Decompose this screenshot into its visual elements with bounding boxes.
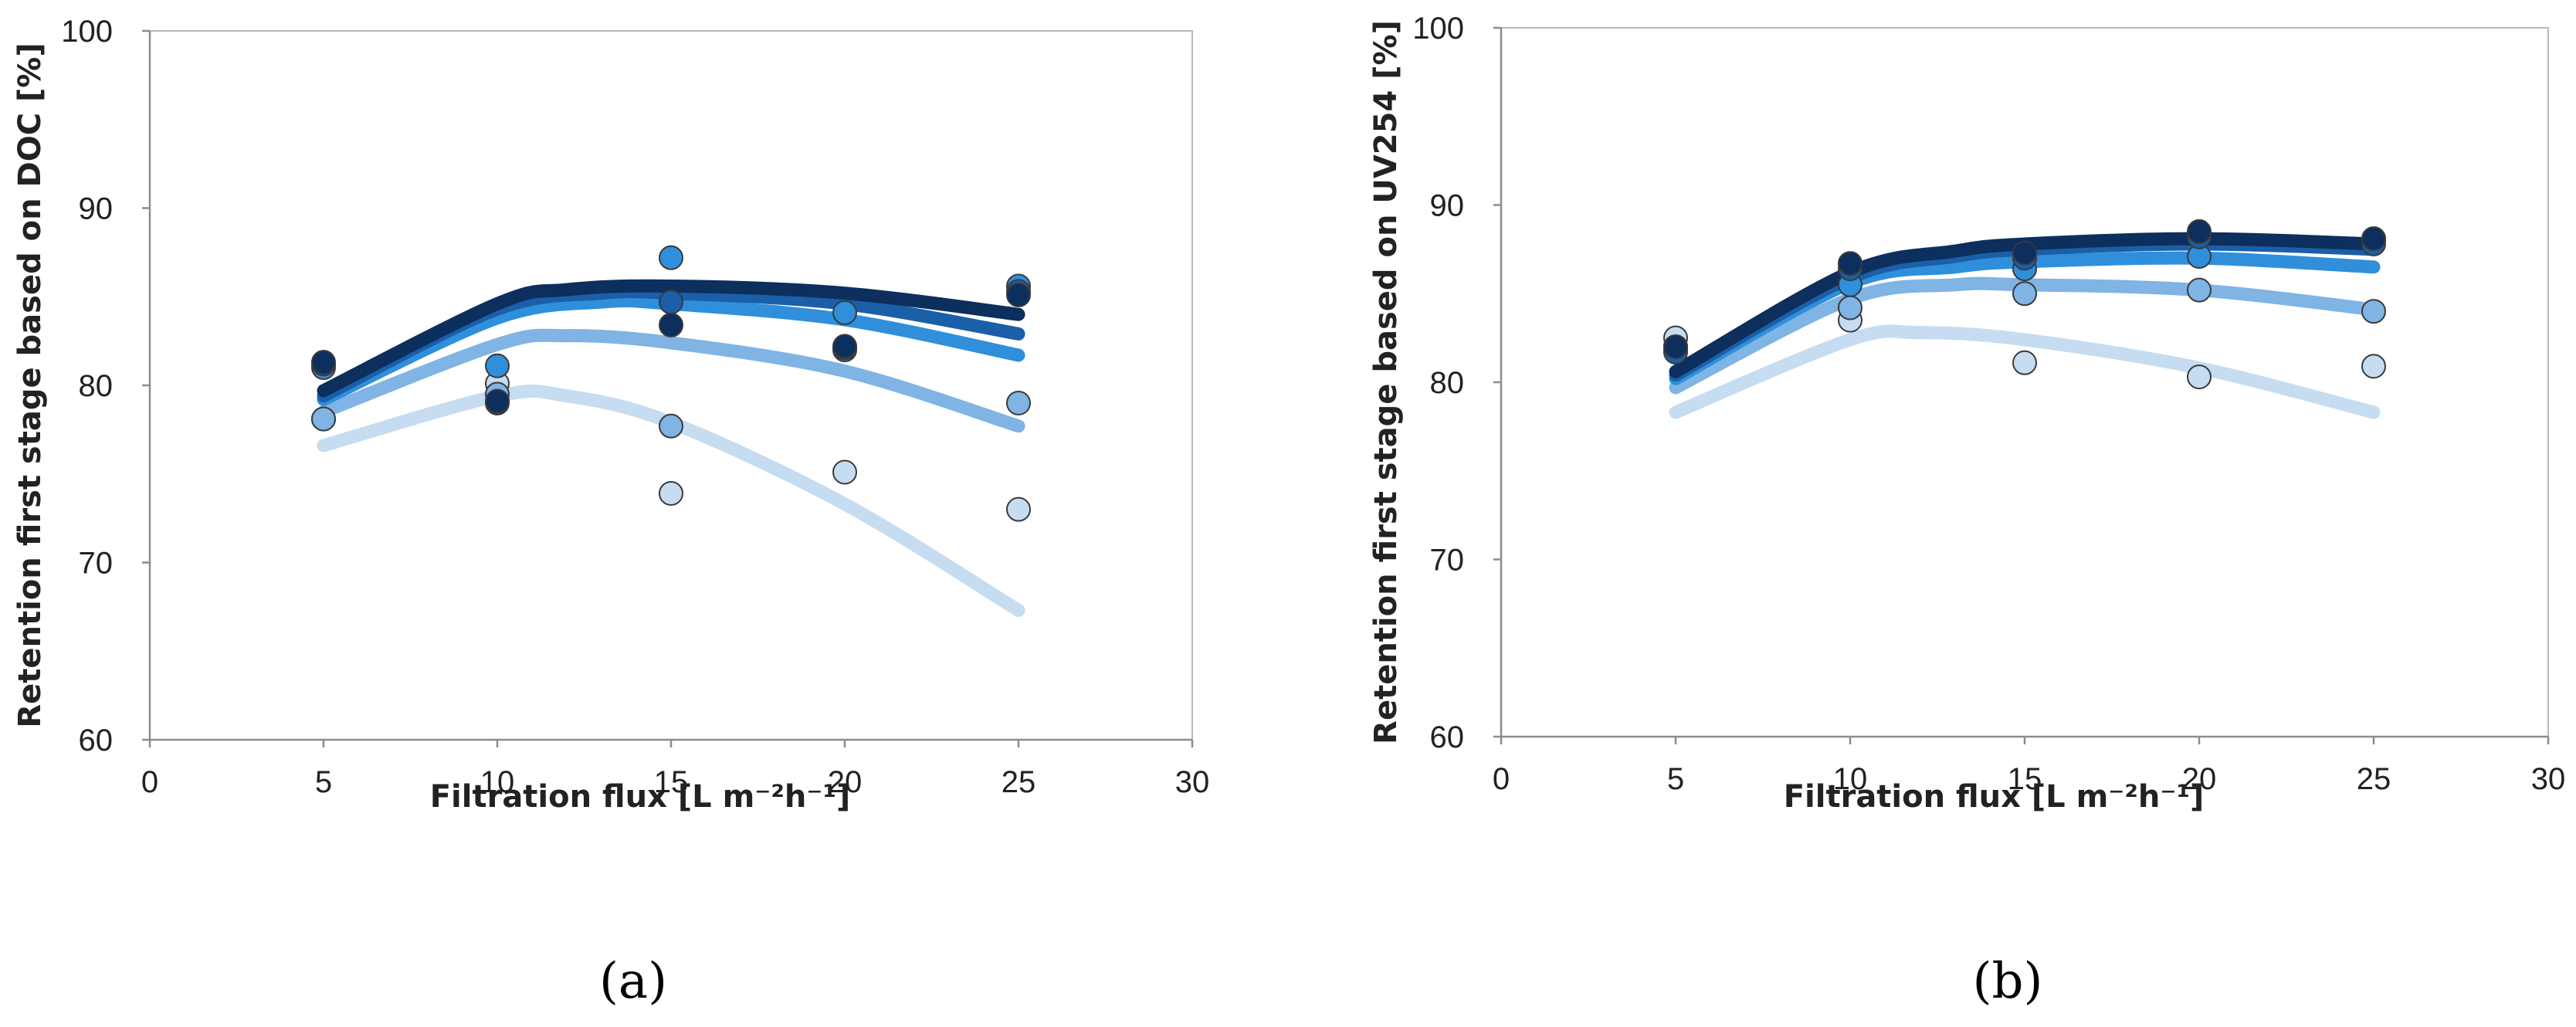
fit-curve-series-2 (317, 328, 1025, 433)
fit-curve-series-5 (317, 279, 1025, 398)
y-tick-label: 100 (61, 15, 113, 49)
x-tick-label: 25 (2357, 762, 2391, 796)
x-tick-label: 0 (141, 765, 158, 799)
data-point-series-5 (659, 312, 683, 337)
data-point-series-2 (2361, 299, 2386, 324)
panel-label: (a) (599, 953, 667, 1010)
data-point-series-5 (1006, 282, 1031, 307)
y-tick-label: 60 (1430, 720, 1465, 754)
fit-curve-series-2 (1669, 276, 2381, 395)
x-axis-label: Filtration flux [L m⁻²h⁻¹] (1784, 779, 2205, 815)
x-tick-label: 5 (315, 765, 332, 799)
x-tick-label: 20 (828, 765, 863, 799)
data-point-series-2 (2012, 281, 2037, 307)
panel-label: (b) (1973, 953, 2043, 1010)
x-tick-label: 5 (1667, 762, 1684, 796)
plot-area-frame (1500, 27, 2549, 737)
x-tick-label: 30 (1175, 765, 1210, 799)
y-tick-label: 70 (1430, 544, 1465, 578)
y-tick-label: 70 (79, 547, 114, 581)
data-point-series-4 (659, 290, 683, 315)
data-point-series-1 (2361, 354, 2386, 379)
x-tick-label: 10 (1833, 762, 1868, 796)
data-point-series-3 (832, 300, 857, 325)
y-tick-label: 80 (79, 369, 114, 403)
y-tick-label: 90 (79, 192, 114, 226)
x-axis-label: Filtration flux [L m⁻²h⁻¹] (430, 779, 851, 815)
data-point-series-2 (311, 406, 336, 432)
y-tick-label: 90 (1430, 189, 1465, 223)
data-point-series-2 (2187, 277, 2212, 303)
x-tick-label: 20 (2182, 762, 2217, 796)
chart-panel-b: 0 5 10 15 20 25 30 60 70 80 90 100 Filtration flux [… (1368, 12, 2565, 1010)
y-tick-label: 80 (1430, 366, 1465, 400)
chart-panel-a: 0 5 10 15 20 25 30 60 70 80 90 100 Filtration flux [… (12, 15, 1209, 1010)
y-axis-label: Retention first stage based on DOC [%] (12, 42, 48, 727)
data-point-series-2 (1006, 390, 1031, 415)
x-tick-label: 15 (2008, 762, 2042, 796)
data-point-series-5 (311, 350, 336, 375)
x-tick-label: 0 (1493, 762, 1510, 796)
x-tick-label: 10 (480, 765, 515, 799)
data-point-series-5 (2361, 226, 2386, 252)
y-tick-label: 60 (79, 724, 114, 758)
data-point-series-5 (1663, 334, 1688, 360)
data-point-series-2 (1838, 295, 1863, 320)
y-tick-label: 100 (1412, 12, 1464, 46)
data-point-series-1 (2012, 350, 2037, 375)
y-axis-label: Retention first stage based on UV254 [%] (1368, 20, 1404, 744)
data-point-series-3 (659, 245, 683, 270)
data-point-series-5 (832, 334, 857, 359)
data-point-series-3 (485, 353, 510, 378)
fit-curve-series-3 (317, 294, 1025, 406)
fit-curve-series-1 (1669, 324, 2381, 419)
data-point-series-1 (659, 480, 683, 506)
data-point-series-1 (2187, 364, 2212, 390)
fit-curve-series-1 (317, 385, 1025, 617)
data-point-series-5 (2187, 219, 2212, 244)
x-tick-label: 15 (654, 765, 689, 799)
data-point-series-1 (832, 459, 857, 485)
data-point-series-5 (2012, 240, 2037, 266)
data-point-series-5 (485, 388, 510, 414)
x-tick-label: 25 (1002, 765, 1036, 799)
fit-curve-series-5 (1669, 232, 2381, 378)
data-point-series-2 (659, 413, 683, 439)
x-tick-label: 30 (2531, 762, 2566, 796)
data-point-series-5 (1838, 251, 1863, 276)
data-point-series-1 (1006, 497, 1031, 522)
plot-area-frame (149, 30, 1193, 741)
